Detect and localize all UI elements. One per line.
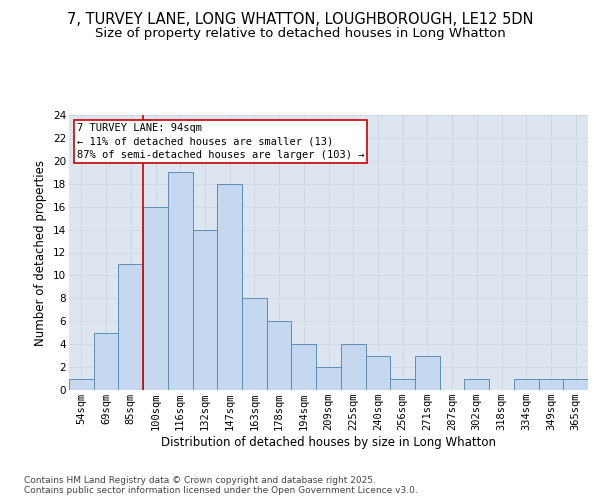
Y-axis label: Number of detached properties: Number of detached properties — [34, 160, 47, 346]
Bar — [415, 356, 440, 390]
X-axis label: Distribution of detached houses by size in Long Whatton: Distribution of detached houses by size … — [161, 436, 496, 449]
Bar — [539, 378, 563, 390]
Bar — [69, 378, 94, 390]
Bar — [143, 206, 168, 390]
Bar — [365, 356, 390, 390]
Bar — [390, 378, 415, 390]
Bar — [341, 344, 365, 390]
Bar — [94, 332, 118, 390]
Bar — [563, 378, 588, 390]
Bar — [292, 344, 316, 390]
Bar — [118, 264, 143, 390]
Bar — [193, 230, 217, 390]
Bar — [267, 322, 292, 390]
Text: Contains HM Land Registry data © Crown copyright and database right 2025.
Contai: Contains HM Land Registry data © Crown c… — [24, 476, 418, 495]
Bar — [464, 378, 489, 390]
Bar — [316, 367, 341, 390]
Bar — [242, 298, 267, 390]
Text: Size of property relative to detached houses in Long Whatton: Size of property relative to detached ho… — [95, 28, 505, 40]
Text: 7 TURVEY LANE: 94sqm
← 11% of detached houses are smaller (13)
87% of semi-detac: 7 TURVEY LANE: 94sqm ← 11% of detached h… — [77, 123, 364, 160]
Bar — [217, 184, 242, 390]
Bar — [514, 378, 539, 390]
Bar — [168, 172, 193, 390]
Text: 7, TURVEY LANE, LONG WHATTON, LOUGHBOROUGH, LE12 5DN: 7, TURVEY LANE, LONG WHATTON, LOUGHBOROU… — [67, 12, 533, 28]
